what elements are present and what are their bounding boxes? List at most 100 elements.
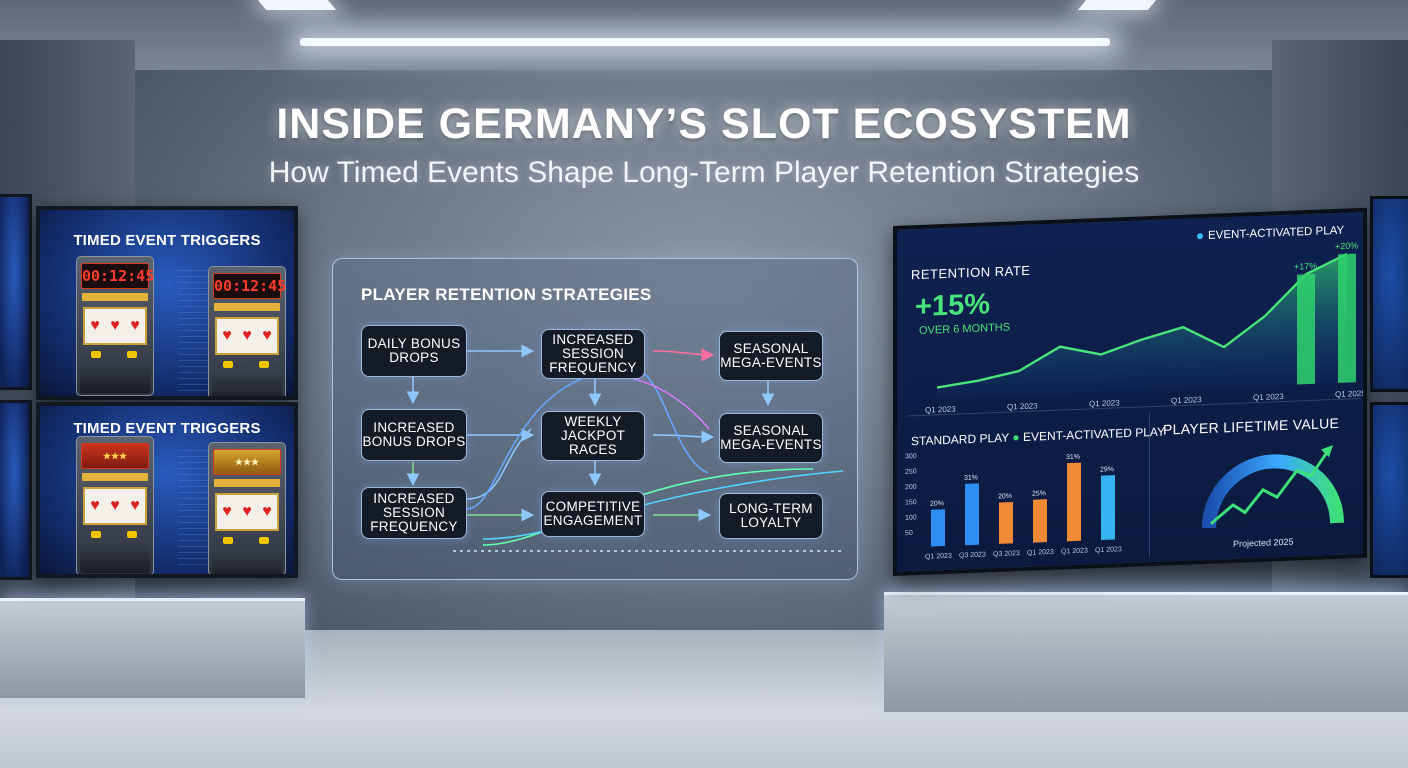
slot-band <box>82 293 148 301</box>
slot-button <box>259 361 269 368</box>
page-subtitle: How Timed Events Shape Long-Term Player … <box>268 156 1140 189</box>
slot-band <box>214 303 280 311</box>
slot-base <box>212 371 282 396</box>
cherry-icon: ♥ <box>110 497 120 514</box>
bar-data-label: 20% <box>998 493 1012 501</box>
node-increased-session-frequency-mid: INCREASED SESSION FREQUENCY <box>541 329 645 379</box>
bar-data-label: 31% <box>964 474 978 482</box>
ceiling <box>0 0 1408 70</box>
area-x-tick: Q1 2023 <box>1253 392 1284 402</box>
slot-band <box>82 473 148 481</box>
slot-machine: 00:12:45 ♥ ♥ ♥ <box>76 256 154 396</box>
cherry-icon: ♥ <box>130 317 140 334</box>
right-ledge <box>884 592 1408 712</box>
bar-y-tick: 200 <box>905 484 917 491</box>
area-highlight-bar <box>1297 273 1315 385</box>
bar-legend-event: EVENT-ACTIVATED PLAY <box>1022 424 1165 445</box>
slot-reels: ♥ ♥ ♥ <box>215 317 279 355</box>
node-competitive-engagement: COMPETITIVE ENGAGEMENT <box>541 491 645 537</box>
bar-legend-standard: STANDARD PLAY <box>911 430 1010 449</box>
retention-dashboard-monitor: EVENT-ACTIVATED PLAY RETENTION RATE +15%… <box>893 207 1367 576</box>
ceiling-light-left <box>257 0 337 10</box>
cherry-icon: ♥ <box>110 317 120 334</box>
cherry-icon: ♥ <box>130 497 140 514</box>
cherry-icon: ♥ <box>262 327 272 344</box>
bar-y-tick: 50 <box>905 530 913 537</box>
slot-logo: ★★★ <box>81 443 149 469</box>
slot-reels: ♥ ♥ ♥ <box>215 493 279 531</box>
bar-data-label: 20% <box>930 500 944 508</box>
bar <box>1101 475 1115 541</box>
area-fill <box>937 253 1347 399</box>
slot-button <box>127 531 137 538</box>
slot-base <box>212 547 282 574</box>
retention-strategies-board: PLAYER RETENTION STRATEGIES DAILY BONUS … <box>332 258 858 580</box>
bar <box>931 509 945 547</box>
slot-machine: 00:12:45 ♥ ♥ ♥ <box>208 266 286 396</box>
cherry-icon: ♥ <box>90 497 100 514</box>
slot-button <box>91 351 101 358</box>
ceiling-light-right <box>1077 0 1157 10</box>
cherry-icon: ♥ <box>222 503 232 520</box>
left-ledge <box>0 598 305 698</box>
edge-monitor-left-top <box>0 194 32 390</box>
bar-y-tick: 100 <box>905 514 917 521</box>
lifetime-value-gauge <box>1202 445 1344 529</box>
player-lifetime-value-title: PLAYER LIFETIME VALUE <box>1163 414 1340 438</box>
bar-x-tick: Q1 2023 <box>925 553 952 561</box>
monitor-title: TIMED EVENT TRIGGERS <box>73 232 261 249</box>
area-x-tick: Q1 2023 <box>1007 401 1038 411</box>
slot-button <box>91 531 101 538</box>
ceiling-light <box>300 38 1110 46</box>
cherry-icon: ♥ <box>242 327 252 344</box>
slot-button <box>259 537 269 544</box>
bar-x-tick: Q1 2023 <box>1095 546 1122 554</box>
slot-machine: ★★★ ♥ ♥ ♥ <box>76 436 154 574</box>
area-x-tick: Q1 2023 <box>1171 395 1202 405</box>
bar-data-label: 31% <box>1066 454 1080 462</box>
standard-vs-event-bar-chart: 300 250 200 150 100 50 20% Q1 2023 31% Q3 2023 20%… <box>905 453 1122 561</box>
area-x-tick: Q1 2023 <box>925 405 956 415</box>
bar <box>999 501 1013 544</box>
bar-x-tick: Q1 2023 <box>1061 548 1088 556</box>
bar <box>965 483 979 546</box>
node-seasonal-mega-events: SEASONAL MEGA-EVENTS <box>719 331 823 381</box>
slot-button <box>127 351 137 358</box>
slot-band <box>214 479 280 487</box>
area-bar-label: +17% <box>1294 261 1317 272</box>
node-increased-bonus-drops: INCREASED BONUS DROPS <box>361 409 467 461</box>
edge-monitor-left-bottom <box>0 400 32 580</box>
slot-base <box>80 361 150 393</box>
countdown-timer: 00:12:45 <box>81 263 154 289</box>
bar <box>1033 499 1047 543</box>
cherry-icon: ♥ <box>242 503 252 520</box>
retention-area-chart: +17% +20% Q1 2023 Q1 2023 Q1 2023 Q1 2023 Q1 2… <box>925 240 1366 415</box>
bar-data-label: 25% <box>1032 490 1046 498</box>
area-x-tick: Q1 2023 <box>1089 398 1120 408</box>
node-seasonal-mega-events-2: SEASONAL MEGA-EVENTS <box>719 413 823 463</box>
cherry-icon: ♥ <box>222 327 232 344</box>
slot-button <box>223 361 233 368</box>
area-x-tick: Q1 2025 <box>1335 389 1366 399</box>
slot-base <box>80 541 150 573</box>
monitor-title: TIMED EVENT TRIGGERS <box>73 420 261 437</box>
timed-events-monitor-bottom: TIMED EVENT TRIGGERS ★★★ ♥ ♥ ♥ ★★★ ♥ ♥ ♥ <box>36 402 298 578</box>
plv-caption: Projected 2025 <box>1233 536 1294 549</box>
bar <box>1067 462 1081 542</box>
bar-legend-dot: ● <box>1012 430 1020 445</box>
area-highlight-bar <box>1338 253 1356 383</box>
bar-data-label: 29% <box>1100 466 1114 474</box>
bar-y-tick: 250 <box>905 468 917 475</box>
edge-monitor-right-bottom <box>1370 402 1408 578</box>
slot-reels: ♥ ♥ ♥ <box>83 487 147 525</box>
bar-y-tick: 150 <box>905 499 917 506</box>
countdown-timer: 00:12:45 <box>213 273 286 299</box>
bar-x-tick: Q3 2023 <box>993 550 1020 558</box>
node-long-term-loyalty: LONG-TERM LOYALTY <box>719 493 823 539</box>
bar-x-tick: Q3 2023 <box>959 551 986 559</box>
edge-monitor-right-top <box>1370 196 1408 392</box>
area-bar-label: +20% <box>1335 240 1358 251</box>
timed-events-monitor-top: TIMED EVENT TRIGGERS 00:12:45 ♥ ♥ ♥ 00:12:… <box>36 206 298 400</box>
cherry-icon: ♥ <box>90 317 100 334</box>
